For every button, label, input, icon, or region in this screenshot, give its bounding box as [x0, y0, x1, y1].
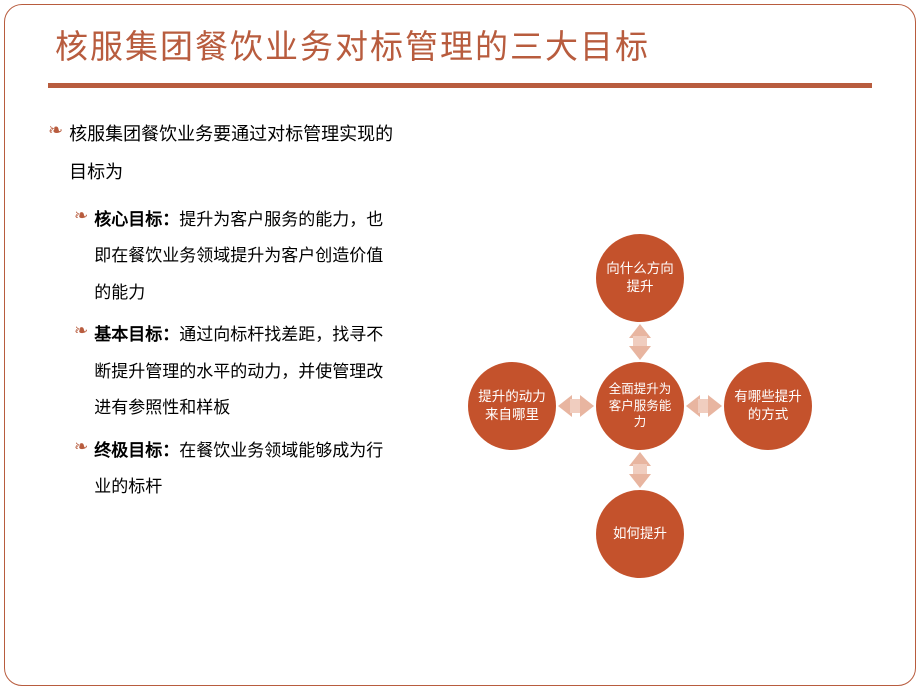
goal-label: 终极目标：: [94, 441, 179, 460]
intro-text: 核服集团餐饮业务要通过对标管理实现的目标为: [69, 116, 400, 192]
goal-text: 终极目标：在餐饮业务领域能够成为行业的标杆: [94, 433, 400, 506]
diagram-bottom-node: 如何提升: [596, 490, 684, 578]
bullet-icon: ❧: [74, 433, 88, 462]
slide-title: 核服集团餐饮业务对标管理的三大目标: [55, 20, 880, 68]
goal-label: 基本目标：: [94, 325, 179, 344]
bullet-icon: ❧: [48, 116, 63, 145]
diagram-center-node: 全面提升为客户服务能力: [596, 362, 684, 450]
goal-text: 基本目标：通过向标杆找差距，找寻不断提升管理的水平的动力，并使管理改进有参照性和…: [94, 317, 400, 427]
goal-item: ❧ 基本目标：通过向标杆找差距，找寻不断提升管理的水平的动力，并使管理改进有参照…: [74, 317, 400, 427]
title-underline: [48, 83, 872, 88]
goal-item: ❧ 终极目标：在餐饮业务领域能够成为行业的标杆: [74, 433, 400, 506]
arrow-connector: [686, 384, 722, 428]
text-column: ❧ 核服集团餐饮业务要通过对标管理实现的目标为 ❧ 核心目标：提升为客户服务的能…: [40, 116, 400, 596]
intro-line: ❧ 核服集团餐饮业务要通过对标管理实现的目标为: [48, 116, 400, 192]
diagram-left-node: 提升的动力来自哪里: [468, 362, 556, 450]
diagram-top-node: 向什么方向提升: [596, 234, 684, 322]
arrow-connector: [618, 324, 662, 360]
arrow-connector: [618, 452, 662, 488]
radial-diagram: 全面提升为客户服务能力 向什么方向提升 有哪些提升的方式 如何提升 提升的动力来…: [450, 216, 830, 596]
goal-text: 核心目标：提升为客户服务的能力，也即在餐饮业务领域提升为客户创造价值的能力: [94, 202, 400, 312]
goal-item: ❧ 核心目标：提升为客户服务的能力，也即在餐饮业务领域提升为客户创造价值的能力: [74, 202, 400, 312]
slide-content: 核服集团餐饮业务对标管理的三大目标 ❧ 核服集团餐饮业务要通过对标管理实现的目标…: [40, 20, 880, 670]
goal-list: ❧ 核心目标：提升为客户服务的能力，也即在餐饮业务领域提升为客户创造价值的能力 …: [74, 202, 400, 506]
bullet-icon: ❧: [74, 317, 88, 346]
diagram-column: 全面提升为客户服务能力 向什么方向提升 有哪些提升的方式 如何提升 提升的动力来…: [400, 116, 880, 596]
arrow-connector: [558, 384, 594, 428]
bullet-icon: ❧: [74, 202, 88, 231]
diagram-right-node: 有哪些提升的方式: [724, 362, 812, 450]
goal-label: 核心目标：: [94, 210, 179, 229]
body-area: ❧ 核服集团餐饮业务要通过对标管理实现的目标为 ❧ 核心目标：提升为客户服务的能…: [40, 116, 880, 596]
